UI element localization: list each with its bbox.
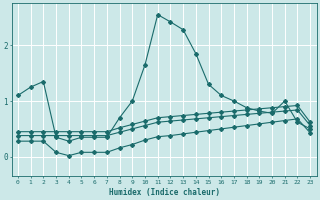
X-axis label: Humidex (Indice chaleur): Humidex (Indice chaleur) [108, 188, 220, 197]
